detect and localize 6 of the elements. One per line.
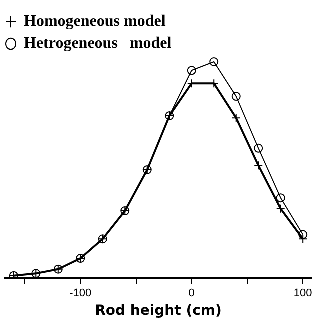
x-tick-label: 100	[294, 288, 312, 300]
x-tick-label: 0	[188, 288, 195, 300]
x-axis-title: Rod height (cm)	[95, 303, 222, 320]
legend-label: Hetrogeneous model	[24, 35, 172, 52]
legend-label: Homogeneous model	[24, 13, 166, 30]
x-tick-label: -100	[70, 288, 92, 300]
